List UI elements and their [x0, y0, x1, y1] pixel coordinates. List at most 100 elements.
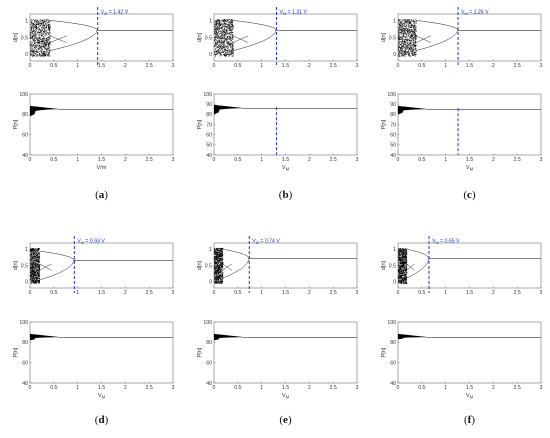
bifurcation-point [217, 248, 219, 249]
bifurcation-point [414, 29, 415, 31]
bifurcation-point [214, 24, 216, 26]
bifurcation-point [218, 40, 220, 41]
bifurcation-point [38, 266, 39, 268]
bifurcation-point [230, 30, 231, 32]
bifurcation-point [35, 277, 36, 278]
bifurcation-point [46, 44, 48, 45]
bifurcation-point [31, 251, 33, 253]
bifurcation-point [36, 271, 37, 272]
bifurcation-point [398, 21, 399, 22]
bifurcation-point [404, 39, 406, 41]
bifurcation-point [215, 45, 217, 47]
bifurcation-point [32, 33, 33, 35]
bifurcation-point [226, 43, 228, 44]
bifurcation-point [231, 53, 232, 55]
bifurcation-point [221, 281, 223, 282]
bifurcation-point [48, 21, 50, 22]
bifurcation-point [226, 26, 227, 28]
bifurcation-point [44, 33, 46, 35]
bifurcation-point [39, 22, 41, 23]
x-tick-label: 2.5 [146, 385, 153, 391]
bifurcation-point [224, 39, 226, 40]
bifurcation-point [36, 274, 38, 276]
bifurcation-point [408, 51, 409, 53]
bifurcation-point [34, 48, 36, 50]
bifurcation-point [35, 256, 37, 257]
x-tick-label: 1 [444, 290, 447, 296]
bifurcation-point [216, 272, 217, 274]
bifurcation-point [406, 21, 408, 23]
bifurcation-point [231, 20, 233, 21]
bifurcation-point [44, 50, 46, 52]
bifurcation-point [403, 53, 405, 54]
bifurcation-point [402, 267, 404, 269]
bifurcation-point [218, 41, 220, 42]
bifurcation-point [216, 34, 218, 35]
bifurcation-point [219, 276, 221, 278]
bifurcation-point [218, 262, 220, 264]
bifurcation-point [49, 38, 51, 40]
bifurcation-point [230, 50, 232, 52]
bifurcation-point [215, 271, 216, 273]
bifurcation-point [413, 53, 415, 54]
bifurcation-point [409, 30, 411, 32]
bifurcation-point [217, 20, 218, 22]
bifurcation-point [223, 38, 224, 39]
bifurcation-point [34, 31, 36, 33]
bifurcation-point [232, 47, 234, 49]
bifurcation-point [219, 252, 221, 254]
bifurcation-point [223, 22, 225, 24]
bifurcation-point [400, 47, 402, 49]
y-axis-label: d[n] [197, 260, 203, 270]
bifurcation-point [34, 53, 36, 55]
bifurcation-point [225, 49, 227, 51]
bifurcation-point [405, 46, 407, 47]
bifurcation-point [47, 37, 48, 39]
bifurcation-point [219, 26, 220, 28]
bifurcation-point [39, 25, 41, 26]
bifurcation-point [407, 25, 409, 27]
bifurcation-point [232, 50, 234, 52]
bifurcation-point [219, 260, 221, 261]
bifurcation-point [33, 279, 35, 281]
bifurcation-point [230, 46, 231, 48]
bifurcation-point [218, 30, 219, 31]
bifurcation-point [44, 20, 46, 22]
bifurcation-point [413, 31, 414, 33]
bifurcation-point [219, 270, 221, 272]
bifurcation-point [233, 25, 234, 27]
bifurcation-point [217, 271, 219, 273]
bifurcation-point [216, 256, 218, 258]
bifurcation-point [220, 54, 222, 56]
bifurcation-point [216, 274, 217, 275]
bifurcation-point [49, 37, 51, 39]
bifurcation-point [30, 272, 32, 274]
bifurcation-point [35, 27, 36, 28]
bifurcation-point [35, 281, 37, 283]
bifurcation-point [39, 42, 40, 44]
bifurcation-point [399, 55, 401, 57]
bifurcation-point [398, 37, 399, 39]
bifurcation-point [409, 48, 410, 50]
bifurcation-point [410, 35, 412, 37]
bifurcation-point [219, 22, 220, 23]
bifurcation-point [47, 48, 49, 49]
bifurcation-point [46, 49, 48, 51]
bifurcation-point [415, 23, 417, 25]
bifurcation-point [33, 250, 35, 252]
bifurcation-point [216, 43, 218, 45]
bifurcation-point [220, 265, 222, 266]
bifurcation-point [220, 50, 221, 52]
bifurcation-point [221, 255, 223, 256]
bifurcation-point [222, 48, 224, 50]
bifurcation-point [35, 46, 37, 48]
bifurcation-point [221, 45, 223, 47]
bifurcation-point [34, 265, 36, 266]
bifurcation-point [33, 274, 34, 276]
bifurcation-point [34, 282, 35, 283]
bifurcation-point [228, 28, 230, 29]
bifurcation-point [216, 266, 217, 268]
bifurcation-point [214, 282, 216, 283]
bifurcation-point [415, 29, 417, 31]
bifurcation-point [30, 267, 31, 269]
